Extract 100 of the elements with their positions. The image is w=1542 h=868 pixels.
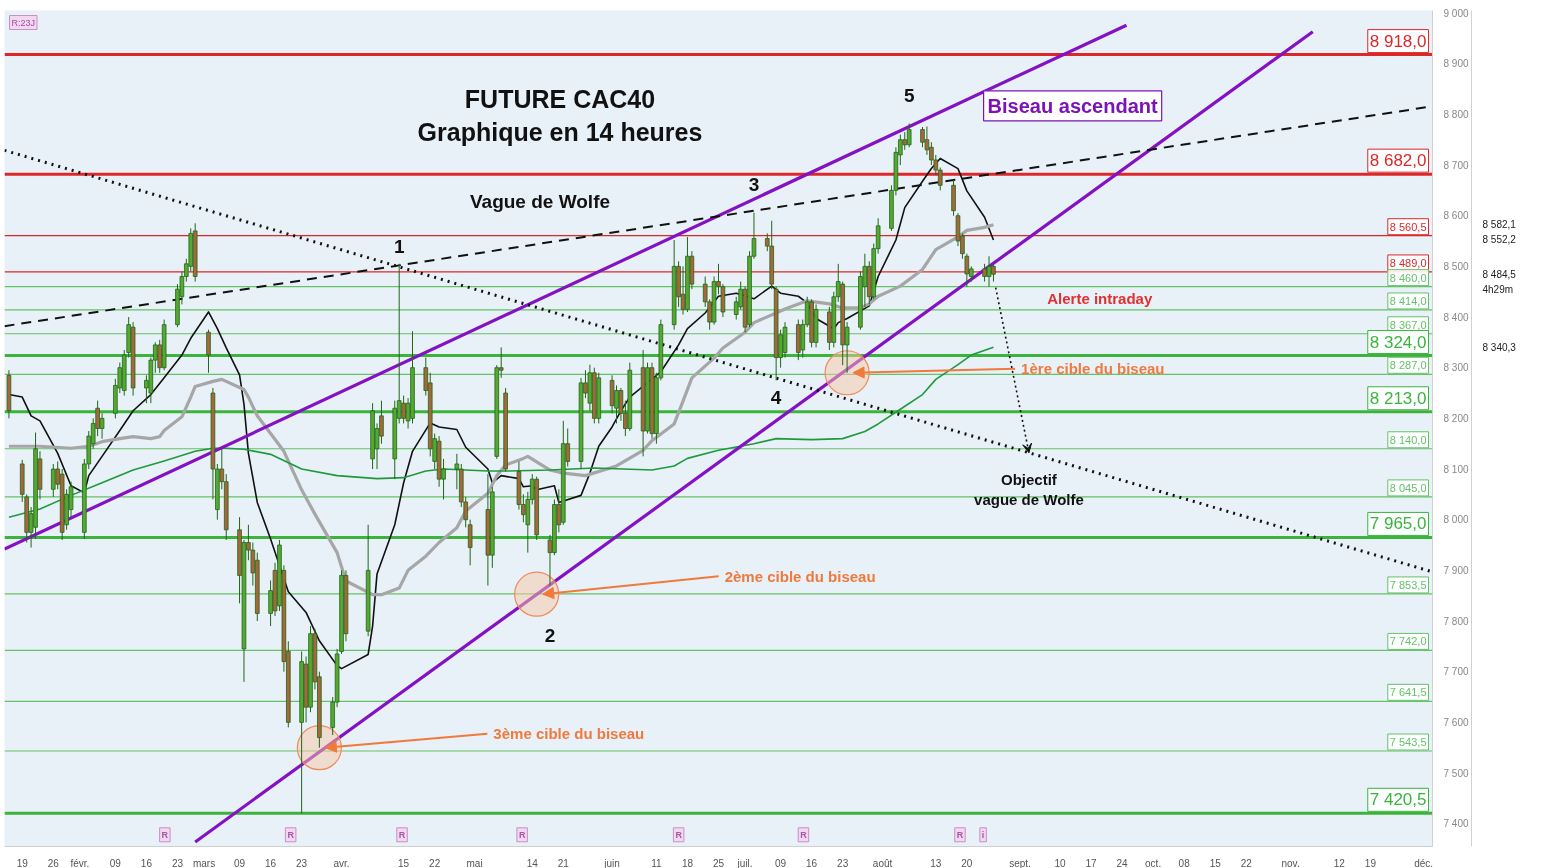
x-tick-label: 24 — [1116, 857, 1129, 868]
x-tick-label: août — [872, 857, 893, 868]
x-tick-label: 20 — [961, 857, 973, 868]
text: Graphique en 14 heures — [417, 117, 703, 146]
candlestick — [467, 519, 473, 566]
ref-line-label: 7 543,5 — [1389, 735, 1427, 748]
y-tick-label: 8 200 — [1443, 412, 1469, 424]
y-tick-label: 8 800 — [1443, 108, 1469, 120]
x-tick-label: févr. — [70, 857, 90, 868]
ref-line-label: 7 742,0 — [1389, 635, 1427, 648]
text: 4h29m — [1482, 283, 1514, 295]
y-tick-label: 8 500 — [1443, 260, 1469, 272]
annotation: R — [675, 829, 683, 840]
x-tick-label: 23 — [296, 857, 308, 868]
x-tick-label: 16 — [806, 857, 818, 868]
annotation: 2ème cible du biseau — [724, 567, 876, 585]
y2-tick-label: 8 582,1 — [1482, 219, 1517, 231]
y-tick-label: 8 700 — [1443, 159, 1469, 171]
x-tick-label: 17 — [1085, 857, 1098, 868]
annotation: R — [398, 829, 406, 840]
y-tick-label: 8 300 — [1443, 362, 1469, 374]
annotation: Vague de Wolfe — [469, 191, 611, 213]
x-tick-label: 22 — [429, 857, 441, 868]
x-tick-label: 21 — [557, 857, 570, 868]
y-tick-label: 7 500 — [1443, 767, 1469, 779]
ref-line-label: 8 414,0 — [1389, 294, 1427, 307]
annotation: Biseau ascendant — [987, 94, 1159, 117]
x-tick-label: 15 — [398, 857, 410, 868]
x-tick-label: 09 — [109, 857, 122, 868]
ref-line-label: 8 367,0 — [1389, 318, 1427, 331]
ref-line-label: 8 682,0 — [1369, 151, 1427, 171]
y-tick-label: 8 100 — [1443, 463, 1469, 475]
x-tick-label: 15 — [1209, 857, 1222, 868]
annotation: i — [981, 829, 985, 840]
x-tick-label: 09 — [233, 857, 246, 868]
x-tick-label: 08 — [1178, 857, 1191, 868]
annotation: R:23J — [11, 17, 36, 28]
x-tick-label: mars — [192, 857, 216, 868]
annotation: 1ère cible du biseau — [1021, 360, 1165, 378]
x-tick-label: oct. — [1145, 857, 1162, 868]
annotation: Objectif vague de Wolfe — [974, 470, 1084, 509]
annotation: R — [956, 829, 964, 840]
annotation: 2 — [544, 625, 556, 647]
annotation: 3ème cible du biseau — [493, 725, 645, 743]
y2-tick-label: 8 552,2 — [1482, 234, 1517, 246]
annotation: R — [800, 829, 808, 840]
x-tick-label: 13 — [930, 857, 942, 868]
ref-line-label: 8 460,0 — [1389, 271, 1427, 284]
x-tick-label: 25 — [712, 857, 725, 868]
ref-line-label: 7 965,0 — [1369, 514, 1427, 534]
x-tick-label: juil. — [736, 857, 753, 868]
x-tick-label: 26 — [47, 857, 60, 868]
x-tick-label: 10 — [1054, 857, 1066, 868]
y-tick-label: 7 400 — [1443, 818, 1469, 830]
y-tick-label: 7 600 — [1443, 716, 1469, 728]
text: FUTURE CAC40 — [464, 84, 656, 113]
y-tick-label: 7 800 — [1443, 615, 1469, 627]
x-tick-label: déc. — [1414, 857, 1434, 868]
x-tick-label: avr. — [333, 857, 350, 868]
x-tick-label: 23 — [837, 857, 849, 868]
y-tick-label: 7 700 — [1443, 666, 1469, 678]
x-tick-label: mai — [466, 857, 483, 868]
x-tick-label: 19 — [16, 857, 29, 868]
y-tick-label: 9 000 — [1443, 7, 1469, 19]
y-tick-label: 8 400 — [1443, 311, 1469, 323]
annotation: 3 — [748, 174, 760, 196]
candlestick — [906, 122, 912, 148]
y-tick-label: 7 900 — [1443, 564, 1469, 576]
x-tick-label: 23 — [171, 857, 184, 868]
x-tick-label: 09 — [775, 857, 787, 868]
ref-line-label: 7 641,5 — [1389, 686, 1427, 699]
annotation: R — [161, 829, 169, 840]
candlestick — [206, 329, 211, 374]
x-tick-label: 12 — [1333, 857, 1346, 868]
ref-line-label: 8 140,0 — [1389, 433, 1427, 446]
annotation: R — [518, 829, 526, 840]
x-tick-label: 14 — [526, 857, 539, 868]
y-tick-label: 8 900 — [1443, 58, 1469, 70]
ref-line-label: 8 324,0 — [1369, 332, 1427, 352]
ref-line-label: 8 489,0 — [1389, 256, 1427, 269]
y-tick-label: 8 600 — [1443, 210, 1469, 222]
annotation: R — [287, 829, 295, 840]
y-tick-label: 8 000 — [1443, 514, 1469, 526]
ref-line-label: 8 560,5 — [1389, 220, 1427, 233]
x-tick-label: juin — [603, 857, 620, 868]
x-tick-label: 18 — [681, 857, 694, 868]
y2-tick-label: 8 484,5 — [1482, 268, 1517, 280]
x-tick-label: nov. — [1281, 857, 1300, 868]
x-tick-label: 16 — [140, 857, 153, 868]
ref-line-label: 8 918,0 — [1369, 31, 1427, 51]
annotation: Alerte intraday — [1047, 290, 1153, 308]
x-tick-label: 16 — [265, 857, 277, 868]
y2-tick-label: 8 340,3 — [1482, 341, 1517, 353]
ref-line-label: 7 853,5 — [1389, 578, 1427, 591]
ref-line-label: 7 420,5 — [1369, 790, 1427, 810]
x-tick-label: 19 — [1364, 857, 1377, 868]
ref-line-label: 8 213,0 — [1369, 388, 1427, 408]
ref-line-label: 8 287,0 — [1389, 359, 1427, 372]
x-tick-label: 11 — [651, 857, 663, 868]
x-tick-label: 22 — [1240, 857, 1253, 868]
